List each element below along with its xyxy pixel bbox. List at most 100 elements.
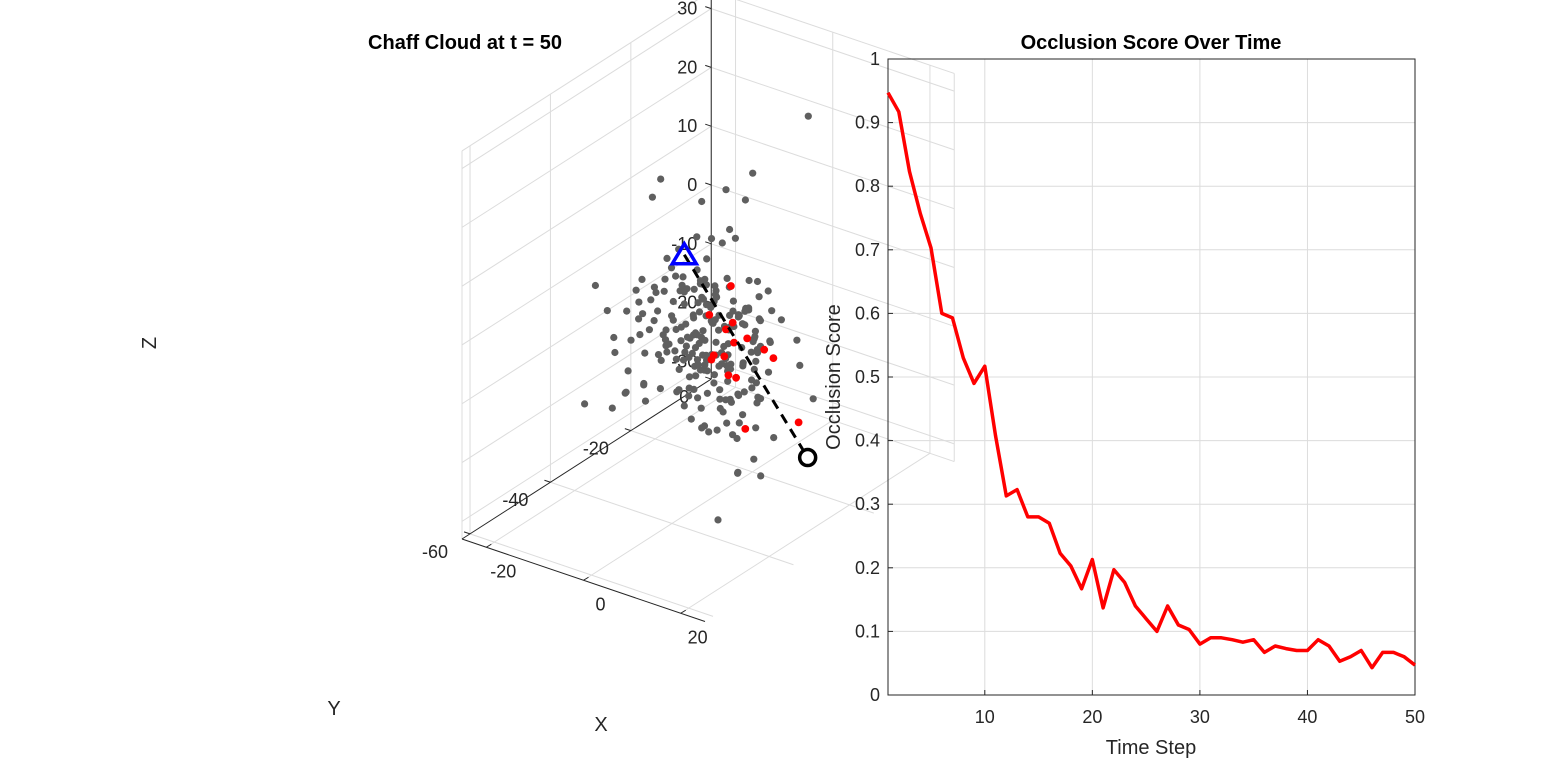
chaff-point (680, 288, 688, 296)
chaff-point (764, 287, 772, 295)
chaff-point (608, 404, 616, 412)
chaff-point (753, 277, 762, 286)
gridline-z-back (711, 302, 955, 386)
chaff-point (667, 264, 676, 272)
chaff-point (699, 327, 707, 335)
line-chart-axes[interactable]: Occlusion Score Over Time 10 20 30 40 50 0 0.1… (823, 32, 1425, 759)
y-tick-label: 0.5 (855, 367, 880, 387)
chaff-point (722, 396, 730, 404)
y-tick-label: 0.6 (855, 303, 880, 323)
chaff-point (638, 275, 646, 283)
line-of-sight (669, 240, 818, 468)
gridline-z-side (461, 8, 712, 169)
gridline-z-side (461, 125, 712, 287)
chaff-point (663, 254, 671, 262)
chaff-point (749, 338, 757, 346)
chaff-point (701, 275, 709, 283)
chaff-point (733, 434, 741, 443)
z-tick-mark (705, 182, 712, 186)
chaff-point (710, 379, 718, 387)
chaff-point (703, 367, 711, 375)
chaff-point (768, 307, 776, 315)
chaff-point (742, 304, 750, 312)
gridline-y-floor (469, 533, 714, 617)
chaff-point (710, 371, 719, 379)
chaff-point (723, 419, 731, 427)
occluding-chaff-point (724, 371, 733, 380)
chaff-point (739, 360, 747, 368)
chaff-point (679, 273, 687, 281)
y-tick-mark (624, 428, 631, 432)
gridline-x-floor (583, 419, 834, 581)
y-axis-line (461, 378, 712, 540)
chaff-point (656, 385, 665, 393)
occluding-chaff-point (794, 418, 803, 427)
gridline-z-back (711, 360, 955, 445)
scatter3d-axes[interactable]: Chaff Cloud at t = 50 -20 0 20 0 -20 -40 -60 30… (139, 0, 955, 736)
occluding-chaff-point (728, 318, 737, 327)
x-tick-label: 50 (1405, 707, 1425, 727)
chaff-point (652, 288, 660, 297)
circle-marker (797, 447, 818, 468)
z-tick-label: 20 (677, 57, 697, 77)
chaff-point (796, 361, 804, 369)
chaff-point (751, 327, 760, 335)
left-chart-title: Chaff Cloud at t = 50 (368, 32, 562, 54)
chaff-point (611, 348, 619, 357)
chaff-point (675, 365, 683, 373)
occluding-chaff-point (743, 334, 752, 343)
chaff-point (692, 372, 700, 380)
chaff-point (690, 285, 698, 293)
chaff-point (698, 197, 706, 206)
gridline-y-floor (550, 481, 794, 566)
chaff-point (694, 361, 702, 369)
z-tick-mark (705, 6, 712, 10)
chaff-point (809, 395, 817, 403)
chaff-point (715, 326, 723, 334)
chaff-point (635, 315, 643, 323)
x-axis-label: Time Step (1106, 737, 1196, 759)
gridline-z-side (461, 302, 712, 463)
occluding-chaff-point (769, 354, 778, 362)
chaff-point (804, 112, 812, 120)
chaff-point (639, 310, 647, 318)
chaff-point (685, 392, 693, 400)
y-tick-label: 0.7 (855, 240, 880, 260)
gridline-z-back (711, 66, 955, 151)
chaff-point (734, 469, 742, 477)
y-tick-label: 0.8 (855, 176, 880, 196)
chaff-point (672, 355, 681, 363)
chaff-point (647, 296, 655, 304)
x-tick-label: 10 (975, 707, 995, 727)
chaff-point (747, 348, 755, 356)
x-tick-label: 20 (688, 627, 708, 647)
chaff-point (729, 297, 738, 305)
chaff-point (650, 317, 658, 325)
gridline-z-back (711, 243, 955, 327)
x-axis-label: X (594, 714, 607, 736)
chaff-point (777, 316, 786, 324)
y-tick-label: 0.1 (855, 621, 880, 641)
chaff-point (668, 312, 676, 320)
chaff-point (627, 336, 635, 344)
chaff-point (682, 342, 691, 350)
chaff-point (735, 311, 743, 319)
y-tick-label: 0.2 (855, 558, 880, 578)
chaff-point (724, 340, 732, 348)
y-tick-mark (463, 531, 471, 535)
gridline-x-floor (680, 452, 931, 614)
chaff-point (750, 455, 758, 463)
chaff-point (793, 336, 801, 344)
chaff-point (641, 349, 649, 357)
chaff-point (677, 337, 685, 345)
occluding-chaff-point (722, 325, 730, 334)
x-tick-label: -20 (490, 561, 516, 581)
chaff-point (662, 342, 670, 350)
chaff-point (686, 334, 694, 342)
chaff-point (701, 361, 709, 369)
chaff-point (727, 398, 736, 406)
chaff-point (693, 233, 701, 241)
occluding-chaff-point (741, 425, 750, 433)
chaff-point (703, 389, 712, 397)
chaff-point (681, 348, 689, 356)
